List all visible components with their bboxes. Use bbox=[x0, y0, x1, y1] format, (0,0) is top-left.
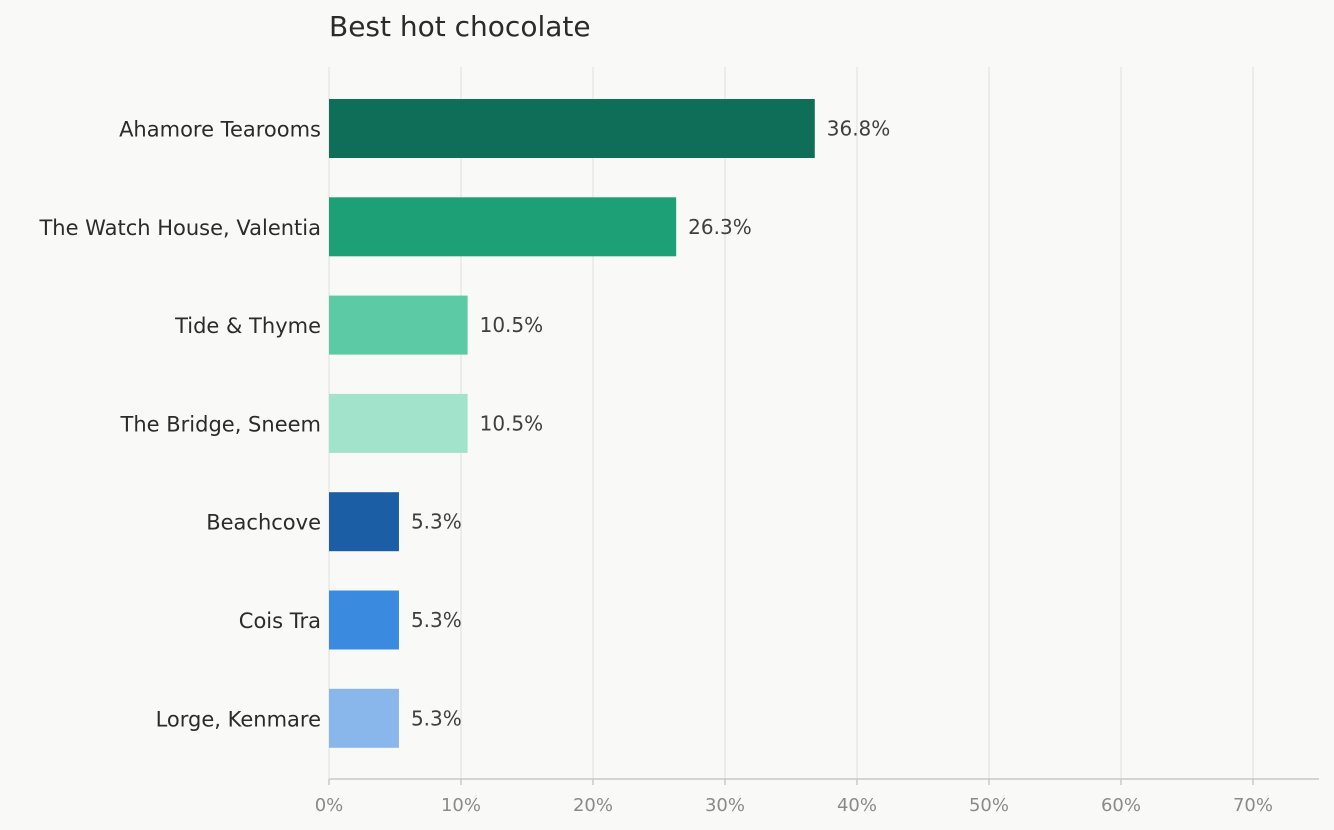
x-tick-label-7: 70% bbox=[1233, 795, 1273, 816]
value-label-5: 5.3% bbox=[411, 608, 462, 632]
category-label-3: The Bridge, Sneem bbox=[120, 412, 321, 436]
bar-0 bbox=[329, 99, 815, 158]
x-tick-label-4: 40% bbox=[837, 795, 877, 816]
bar-2 bbox=[329, 295, 468, 355]
bar-5 bbox=[329, 590, 399, 650]
value-label-0: 36.8% bbox=[827, 117, 891, 141]
bar-1 bbox=[329, 197, 677, 257]
chart-title: Best hot chocolate bbox=[329, 10, 591, 43]
category-label-5: Cois Tra bbox=[239, 609, 321, 633]
value-label-4: 5.3% bbox=[411, 510, 462, 534]
bar-4 bbox=[329, 492, 399, 552]
value-label-3: 10.5% bbox=[480, 411, 544, 435]
x-tick-label-6: 60% bbox=[1101, 795, 1141, 816]
bar-6 bbox=[329, 688, 399, 748]
x-tick-label-2: 20% bbox=[573, 795, 613, 816]
category-label-0: Ahamore Tearooms bbox=[119, 118, 321, 142]
category-label-4: Beachcove bbox=[206, 511, 321, 535]
category-label-2: Tide & Thyme bbox=[174, 314, 321, 338]
x-tick-label-1: 10% bbox=[441, 795, 481, 816]
bar-3 bbox=[329, 393, 468, 453]
x-tick-label-5: 50% bbox=[969, 795, 1009, 816]
category-label-6: Lorge, Kenmare bbox=[156, 707, 321, 731]
x-tick-label-0: 0% bbox=[315, 795, 344, 816]
x-tick-label-3: 30% bbox=[705, 795, 745, 816]
value-label-2: 10.5% bbox=[480, 313, 544, 337]
value-label-1: 26.3% bbox=[688, 215, 752, 239]
value-label-6: 5.3% bbox=[411, 706, 462, 730]
category-label-1: The Watch House, Valentia bbox=[38, 216, 321, 240]
